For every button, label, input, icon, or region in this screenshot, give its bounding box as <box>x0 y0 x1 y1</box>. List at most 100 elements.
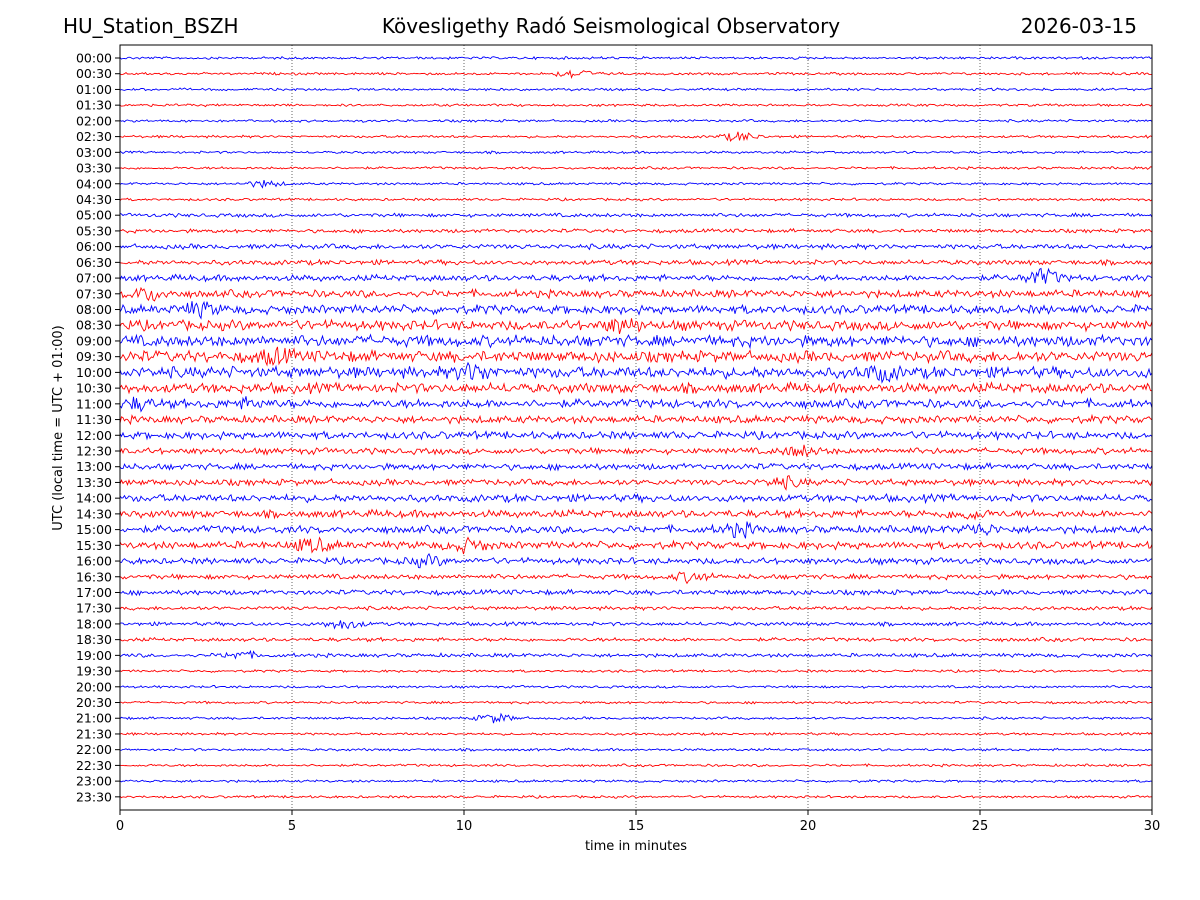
trace-07:30 <box>119 286 1153 302</box>
trace-19:30 <box>119 668 1153 674</box>
row-label: 14:00 <box>76 491 112 506</box>
trace-17:00 <box>119 588 1153 597</box>
row-label: 06:30 <box>76 255 112 270</box>
trace-18:30 <box>119 636 1153 643</box>
row-label: 23:30 <box>76 789 112 804</box>
trace-02:00 <box>119 118 1153 123</box>
row-label: 08:00 <box>76 302 112 317</box>
trace-04:30 <box>119 197 1153 202</box>
y-axis: 00:0000:3001:0001:3002:0002:3003:0003:30… <box>76 51 120 804</box>
trace-08:00 <box>119 300 1153 320</box>
trace-10:00 <box>119 361 1153 384</box>
row-label: 09:30 <box>76 349 112 364</box>
row-label: 13:00 <box>76 459 112 474</box>
x-tick-label: 20 <box>800 819 817 834</box>
trace-09:00 <box>119 333 1153 350</box>
row-label: 04:30 <box>76 192 112 207</box>
trace-21:00 <box>119 712 1153 724</box>
row-label: 01:00 <box>76 82 112 97</box>
trace-14:30 <box>119 507 1153 521</box>
row-label: 20:30 <box>76 695 112 710</box>
trace-22:30 <box>119 763 1153 768</box>
trace-14:00 <box>119 492 1153 505</box>
row-label: 00:00 <box>76 51 112 66</box>
row-label: 15:30 <box>76 538 112 553</box>
row-label: 00:30 <box>76 66 112 81</box>
trace-13:30 <box>119 474 1153 491</box>
row-label: 22:00 <box>76 742 112 757</box>
row-label: 11:00 <box>76 396 112 411</box>
x-tick-label: 0 <box>116 819 124 834</box>
row-label: 01:30 <box>76 98 112 113</box>
trace-12:30 <box>119 444 1153 458</box>
row-label: 11:30 <box>76 412 112 427</box>
trace-20:30 <box>119 700 1153 705</box>
trace-05:30 <box>119 227 1153 234</box>
trace-08:30 <box>119 318 1153 335</box>
row-label: 02:00 <box>76 113 112 128</box>
trace-00:00 <box>119 55 1153 61</box>
row-label: 05:00 <box>76 208 112 223</box>
trace-07:00 <box>119 267 1153 284</box>
row-label: 03:30 <box>76 161 112 176</box>
trace-15:00 <box>119 521 1153 539</box>
observatory-title: Kövesligethy Radó Seismological Observat… <box>381 14 841 38</box>
trace-21:30 <box>119 731 1153 737</box>
row-label: 16:30 <box>76 569 112 584</box>
x-tick-label: 10 <box>456 819 473 834</box>
traces <box>119 55 1153 799</box>
row-label: 14:30 <box>76 506 112 521</box>
trace-06:00 <box>119 242 1153 251</box>
trace-05:00 <box>119 212 1153 219</box>
trace-10:30 <box>119 380 1153 395</box>
row-label: 07:30 <box>76 286 112 301</box>
row-label: 03:00 <box>76 145 112 160</box>
trace-19:00 <box>119 649 1153 660</box>
row-label: 21:30 <box>76 726 112 741</box>
row-label: 19:30 <box>76 664 112 679</box>
trace-01:30 <box>119 103 1153 108</box>
trace-22:00 <box>119 747 1153 752</box>
row-label: 21:00 <box>76 711 112 726</box>
row-label: 04:00 <box>76 176 112 191</box>
row-label: 10:00 <box>76 365 112 380</box>
row-label: 18:00 <box>76 616 112 631</box>
trace-03:30 <box>119 165 1153 171</box>
row-label: 02:30 <box>76 129 112 144</box>
trace-06:30 <box>119 258 1153 267</box>
x-tick-label: 15 <box>628 819 645 834</box>
trace-02:30 <box>119 131 1153 143</box>
row-label: 09:00 <box>76 333 112 348</box>
trace-01:00 <box>119 87 1153 92</box>
row-label: 23:00 <box>76 774 112 789</box>
trace-16:00 <box>119 552 1153 569</box>
y-axis-label: UTC (local time = UTC + 01:00) <box>51 325 66 530</box>
row-label: 17:00 <box>76 585 112 600</box>
x-tick-label: 25 <box>972 819 989 834</box>
plot-date: 2026-03-15 <box>1020 14 1137 38</box>
trace-11:30 <box>119 413 1153 426</box>
station-name: HU_Station_BSZH <box>63 14 239 38</box>
x-tick-label: 5 <box>288 819 296 834</box>
trace-16:30 <box>119 571 1153 585</box>
trace-11:00 <box>119 396 1153 413</box>
row-label: 06:00 <box>76 239 112 254</box>
row-label: 13:30 <box>76 475 112 490</box>
trace-20:00 <box>119 684 1153 689</box>
row-label: 17:30 <box>76 601 112 616</box>
row-label: 15:00 <box>76 522 112 537</box>
row-label: 12:00 <box>76 428 112 443</box>
row-label: 19:00 <box>76 648 112 663</box>
trace-15:30 <box>119 536 1153 555</box>
row-label: 16:00 <box>76 554 112 569</box>
row-label: 18:30 <box>76 632 112 647</box>
x-axis-label: time in minutes <box>585 839 687 854</box>
row-label: 20:00 <box>76 679 112 694</box>
row-label: 08:30 <box>76 318 112 333</box>
trace-12:00 <box>119 430 1153 441</box>
trace-18:00 <box>119 620 1153 630</box>
row-label: 10:30 <box>76 381 112 396</box>
x-tick-label: 30 <box>1144 819 1161 834</box>
trace-17:30 <box>119 605 1153 612</box>
